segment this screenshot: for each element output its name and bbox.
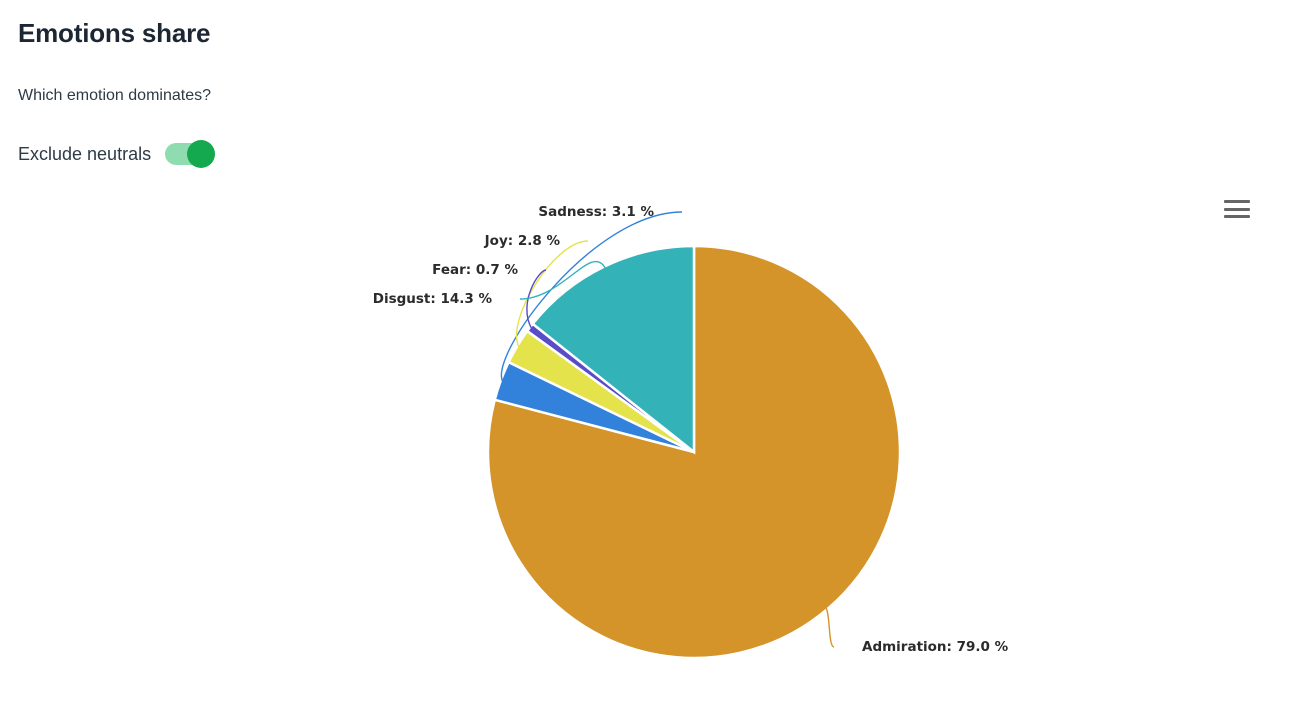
connector-joy [516,240,589,348]
connector-fear [526,269,547,330]
pie-label-sadness: Sadness: 3.1 % [538,204,654,220]
pie-label-fear: Fear: 0.7 % [432,262,518,278]
page-subtitle: Which emotion dominates? [18,87,211,104]
page-title: Emotions share [18,18,211,48]
exclude-neutrals-toggle[interactable] [165,140,216,168]
menu-bar-1 [1224,200,1250,203]
connector-admiration [817,606,835,648]
menu-bar-3 [1224,215,1250,218]
pie-chart-container: Admiration: 79.0 % Sadness: 3.1 % Joy: 2.8… [0,180,1300,714]
toggle-knob [187,140,216,168]
pie-label-joy: Joy: 2.8 % [484,233,561,249]
connector-sadness [500,211,683,382]
pie-chart-svg: Admiration: 79.0 % Sadness: 3.1 % Joy: 2.8… [373,204,1009,660]
hamburger-menu-icon[interactable] [1224,196,1252,222]
exclude-neutrals-control[interactable]: Exclude neutrals [18,140,216,168]
pie-label-disgust: Disgust: 14.3 % [373,291,493,307]
exclude-neutrals-label: Exclude neutrals [18,144,152,164]
menu-bar-2 [1224,207,1250,211]
pie-labels: Admiration: 79.0 % Sadness: 3.1 % Joy: 2.8… [373,204,1009,655]
connector-disgust [519,260,606,300]
pie-label-admiration: Admiration: 79.0 % [862,639,1009,655]
pie-connectors [500,211,835,648]
pie-slices [486,244,902,660]
